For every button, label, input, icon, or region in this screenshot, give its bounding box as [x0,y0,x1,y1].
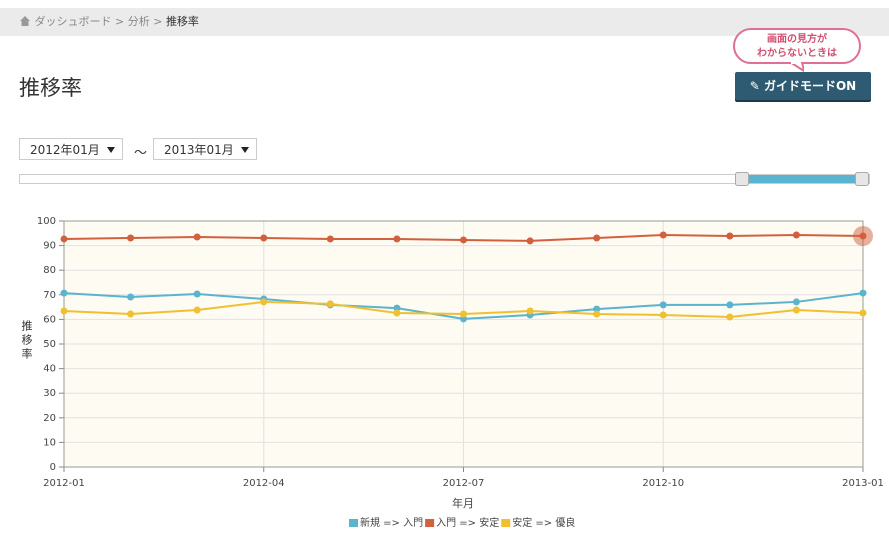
y-tick-label: 40 [43,364,56,375]
data-point [393,304,401,312]
legend-swatch [501,519,511,527]
data-point [593,310,601,318]
x-tick-label: 2012-10 [642,478,684,489]
range-slider[interactable] [0,168,889,190]
data-point [726,301,734,309]
guide-button[interactable]: ✎ ガイドモードON [735,72,871,100]
data-point [127,234,135,242]
data-point [127,310,135,318]
data-point [60,289,68,297]
y-tick-label: 60 [43,314,56,325]
data-point [659,311,667,319]
home-icon [20,16,30,26]
crumb-link[interactable]: 分析 [127,15,150,28]
x-tick-label: 2012-07 [443,478,485,489]
data-point [726,232,734,240]
data-point [60,235,68,243]
data-point [393,309,401,317]
crumb-link[interactable]: ダッシュボード [34,15,112,28]
legend-swatch [349,519,358,527]
data-point [792,231,800,239]
data-point [526,307,534,315]
data-point [593,234,601,242]
crumb-current: 推移率 [165,15,199,28]
hover-highlight [853,226,873,247]
x-tick-label: 2012-04 [243,478,285,489]
data-point [726,313,734,321]
data-point [460,236,467,244]
legend-swatch [425,519,435,527]
data-point [659,301,667,309]
button-label: ガイドモードON [763,79,857,93]
data-point [260,234,268,242]
data-point [526,237,534,245]
data-point [193,306,201,314]
guide-bubble: 画面の見方が わからないときは [733,28,861,64]
data-point [792,298,800,306]
data-point [193,233,201,241]
x-axis-label: 年月 [452,496,474,510]
y-tick-label: 10 [43,437,56,448]
crumb-sep: > [115,15,125,28]
y-tick-label: 50 [43,339,56,350]
data-point [792,306,800,314]
plot-border [63,220,864,468]
bubble-line: わからないときは [757,48,837,59]
dropdown-arrow [241,147,249,153]
legend-label: 入門 => 安定 [436,516,499,529]
data-point [659,231,667,239]
x-tick-label: 2012-01 [43,478,85,489]
bubble-line: 画面の見方が [767,34,827,45]
data-point [460,315,467,323]
y-axis-label: 推移率 [20,320,33,362]
slider-handle[interactable] [735,172,749,186]
data-point [326,235,334,243]
chart: 年月 0 10 20 30 40 50 60 70 80 90 100 2012-01 2012-04 2… [37,216,884,529]
data-point [393,235,401,243]
data-point [260,298,268,306]
date-from-select[interactable]: 2012年01月 [19,138,123,160]
dropdown-arrow [107,147,115,153]
slider-range [742,175,862,183]
data-point [859,289,867,297]
breadcrumb: ダッシュボード > 分析 > 推移率 [0,8,889,36]
y-tick-label: 20 [43,413,56,424]
data-point [326,300,334,308]
legend-label: 安定 => 優良 [512,516,575,529]
y-tick-label: 30 [43,388,56,399]
data-point [859,309,867,317]
date-to-select[interactable]: 2013年01月 [153,138,257,160]
y-tick-label: 100 [37,216,56,227]
y-tick-label: 90 [43,241,56,252]
data-point [127,293,135,301]
legend-label: 新規 => 入門 [360,516,423,529]
y-tick-label: 80 [43,265,56,276]
range-separator: ～ [134,146,148,161]
slider-track [19,174,870,184]
page-title: 推移率 [19,76,82,100]
x-tick-label: 2013-01 [842,478,884,489]
y-tick-label: 0 [50,462,56,473]
select-value: 2013年01月 [164,143,234,157]
data-point [60,307,68,315]
data-point [193,290,201,298]
data-point [593,305,601,313]
y-tick-label: 70 [43,290,56,301]
slider-handle[interactable] [855,172,869,186]
select-value: 2012年01月 [30,143,100,157]
data-point [460,310,467,318]
bubble-tail [790,62,804,72]
crumb-sep: > [153,15,163,28]
